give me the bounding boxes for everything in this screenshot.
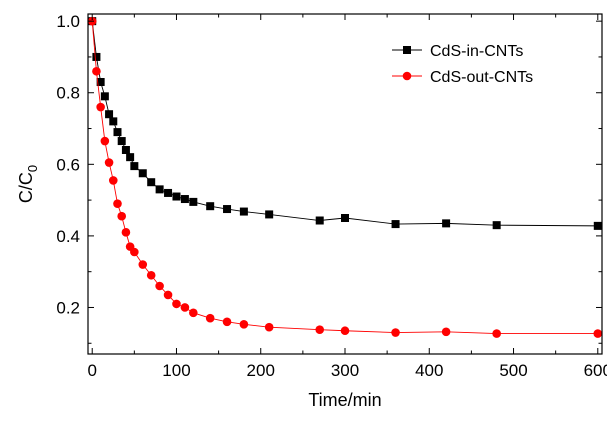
data-point: [146, 270, 156, 280]
y-tick-label: 0.2: [56, 298, 80, 317]
data-point: [189, 308, 198, 318]
data-point: [442, 219, 451, 228]
data-point: [155, 185, 164, 194]
legend-marker: [403, 46, 411, 54]
tick-marks: [88, 14, 602, 354]
data-point: [315, 216, 324, 225]
legend-marker: [402, 71, 412, 81]
x-tick-label: 600: [584, 361, 607, 380]
data-point: [130, 247, 139, 257]
data-point: [180, 303, 190, 312]
data-point: [155, 281, 164, 291]
y-tick-label: 0.6: [56, 155, 80, 174]
data-point: [315, 325, 325, 334]
data-point: [593, 329, 603, 338]
y-axis-title-subscript: 0: [25, 165, 40, 172]
data-point: [492, 221, 501, 230]
data-point: [92, 66, 101, 76]
y-axis-title-main: C/C: [16, 172, 36, 203]
data-point: [147, 178, 156, 187]
y-tick-label: 0.8: [56, 84, 80, 103]
legend-item: CdS-out-CNTs: [392, 69, 533, 86]
y-axis-title: C/C0: [16, 165, 40, 203]
data-point: [223, 205, 232, 214]
data-point: [109, 117, 118, 126]
series-line: [91, 21, 598, 335]
data-point: [205, 313, 215, 323]
data-point: [121, 146, 130, 154]
data-point: [164, 188, 173, 197]
x-axis-title: Time/min: [308, 390, 381, 410]
data-point: [222, 317, 232, 327]
data-point: [492, 329, 501, 338]
data-point: [92, 52, 101, 61]
data-point: [391, 220, 400, 229]
data-point: [113, 128, 122, 137]
x-tick-label: 100: [162, 361, 190, 380]
data-point: [239, 319, 249, 329]
legend: CdS-in-CNTs CdS-out-CNTs: [392, 43, 533, 86]
data-point: [180, 195, 189, 204]
data-point: [341, 214, 349, 222]
data-point: [138, 169, 147, 178]
data-point: [126, 153, 135, 162]
data-point: [113, 199, 122, 208]
data-point: [340, 326, 350, 336]
y-tick-label: 1.0: [56, 12, 80, 31]
data-point: [163, 290, 173, 300]
data-point: [117, 137, 126, 146]
x-tick-label: 500: [499, 361, 527, 380]
y-tick-label: 0.4: [56, 227, 80, 246]
data-point: [96, 78, 105, 86]
x-tick-label: 300: [331, 361, 359, 380]
x-tick-label: 400: [415, 361, 443, 380]
data-point: [121, 228, 131, 237]
data-point: [189, 197, 198, 206]
tick-labels: 0 100 200 300 400 500 600 0.2 0.4 0.6 0.8 1.0: [56, 12, 607, 380]
data-point: [391, 328, 400, 337]
data-point: [239, 207, 248, 216]
legend-label: CdS-in-CNTs: [430, 43, 523, 60]
data-point: [265, 210, 274, 219]
data-point: [104, 158, 114, 167]
data-point: [108, 176, 118, 185]
data-point: [138, 260, 148, 269]
data-point: [172, 192, 181, 201]
legend-item: CdS-in-CNTs: [392, 43, 523, 60]
series-layer: [87, 16, 603, 338]
data-point: [105, 110, 114, 119]
data-point: [441, 327, 451, 337]
data-point: [172, 299, 181, 309]
data-point: [117, 211, 127, 221]
data-point: [96, 102, 105, 112]
data-point: [264, 322, 274, 332]
data-point: [593, 221, 602, 230]
data-point: [206, 202, 215, 211]
data-point: [100, 92, 109, 101]
x-tick-label: 0: [87, 361, 96, 380]
data-point: [130, 162, 139, 171]
data-point: [100, 136, 110, 146]
x-tick-label: 200: [247, 361, 275, 380]
series-cds-in-cnts: [88, 17, 602, 230]
legend-label: CdS-out-CNTs: [430, 69, 533, 86]
series-cds-out-cnts: [87, 16, 603, 338]
